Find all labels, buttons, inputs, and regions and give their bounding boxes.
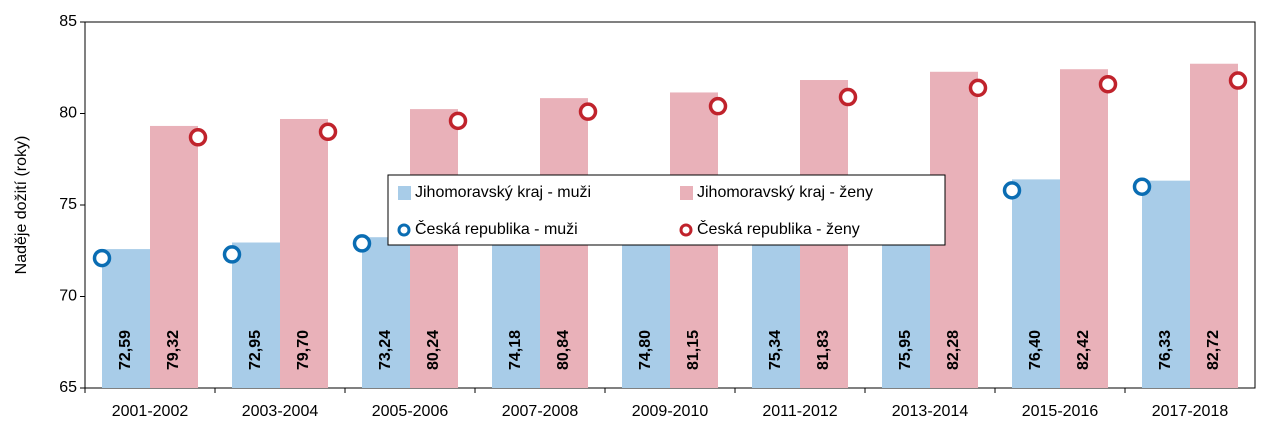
marker: [708, 96, 728, 116]
legend-label: Jihomoravský kraj - ženy: [697, 184, 873, 201]
marker: [448, 111, 468, 131]
value-label: 72,59: [117, 330, 134, 370]
legend-label: Česká republika - ženy: [697, 219, 860, 238]
value-label: 73,24: [377, 330, 394, 370]
y-tick-label: 65: [59, 379, 77, 396]
value-label: 75,95: [897, 330, 914, 370]
marker: [1132, 177, 1152, 196]
marker: [968, 78, 988, 98]
value-label: 81,83: [815, 330, 832, 370]
value-label: 81,15: [685, 330, 702, 370]
value-label: 82,72: [1205, 330, 1222, 370]
bar: [1012, 179, 1060, 388]
x-tick-label: 2017-2018: [1152, 403, 1229, 420]
bar: [1060, 69, 1108, 389]
legend-label: Česká republika - muži: [415, 219, 578, 238]
legend-swatch: [680, 186, 693, 200]
value-label: 74,18: [507, 330, 524, 370]
y-tick-label: 80: [59, 105, 77, 122]
bar: [280, 118, 328, 389]
bar: [1142, 180, 1190, 388]
marker: [1098, 74, 1118, 94]
marker: [352, 234, 372, 253]
legend-swatch: [398, 186, 411, 200]
legend-marker: [397, 223, 411, 237]
legend-label: Jihomoravský kraj - muži: [415, 184, 591, 201]
x-tick-label: 2005-2006: [372, 403, 449, 420]
y-tick-label: 75: [59, 196, 77, 213]
marker: [578, 102, 598, 121]
marker: [1228, 71, 1248, 90]
bar: [1190, 63, 1238, 388]
bar: [150, 125, 198, 388]
value-label: 82,28: [945, 330, 962, 370]
x-tick-label: 2015-2016: [1022, 403, 1099, 420]
marker: [188, 128, 208, 147]
value-label: 75,34: [767, 330, 784, 370]
marker: [318, 122, 338, 142]
value-label: 76,33: [1157, 330, 1174, 370]
bar: [232, 242, 280, 388]
value-label: 76,40: [1027, 330, 1044, 370]
marker: [1002, 181, 1022, 200]
value-label: 79,70: [295, 330, 312, 370]
legend-marker: [679, 223, 693, 237]
marker: [92, 248, 112, 268]
x-tick-label: 2001-2002: [112, 403, 189, 420]
bar: [410, 109, 458, 388]
y-tick-label: 85: [59, 13, 77, 30]
y-axis-label: Naděje dožití (roky): [13, 136, 30, 275]
value-label: 72,95: [247, 330, 264, 370]
x-tick-label: 2011-2012: [762, 403, 837, 420]
x-tick-label: 2013-2014: [892, 403, 969, 420]
value-label: 80,24: [425, 330, 442, 370]
bar: [492, 220, 540, 388]
value-label: 79,32: [165, 330, 182, 370]
value-label: 80,84: [555, 330, 572, 370]
value-label: 74,80: [637, 330, 654, 370]
bar: [362, 237, 410, 388]
y-tick-label: 70: [59, 288, 77, 305]
marker: [838, 87, 858, 107]
marker: [222, 245, 242, 264]
value-label: 82,42: [1075, 330, 1092, 370]
legend-box: [387, 174, 946, 246]
bar: [102, 249, 150, 388]
x-tick-label: 2007-2008: [502, 403, 579, 420]
x-tick-label: 2003-2004: [242, 403, 319, 420]
x-tick-label: 2009-2010: [632, 403, 709, 420]
